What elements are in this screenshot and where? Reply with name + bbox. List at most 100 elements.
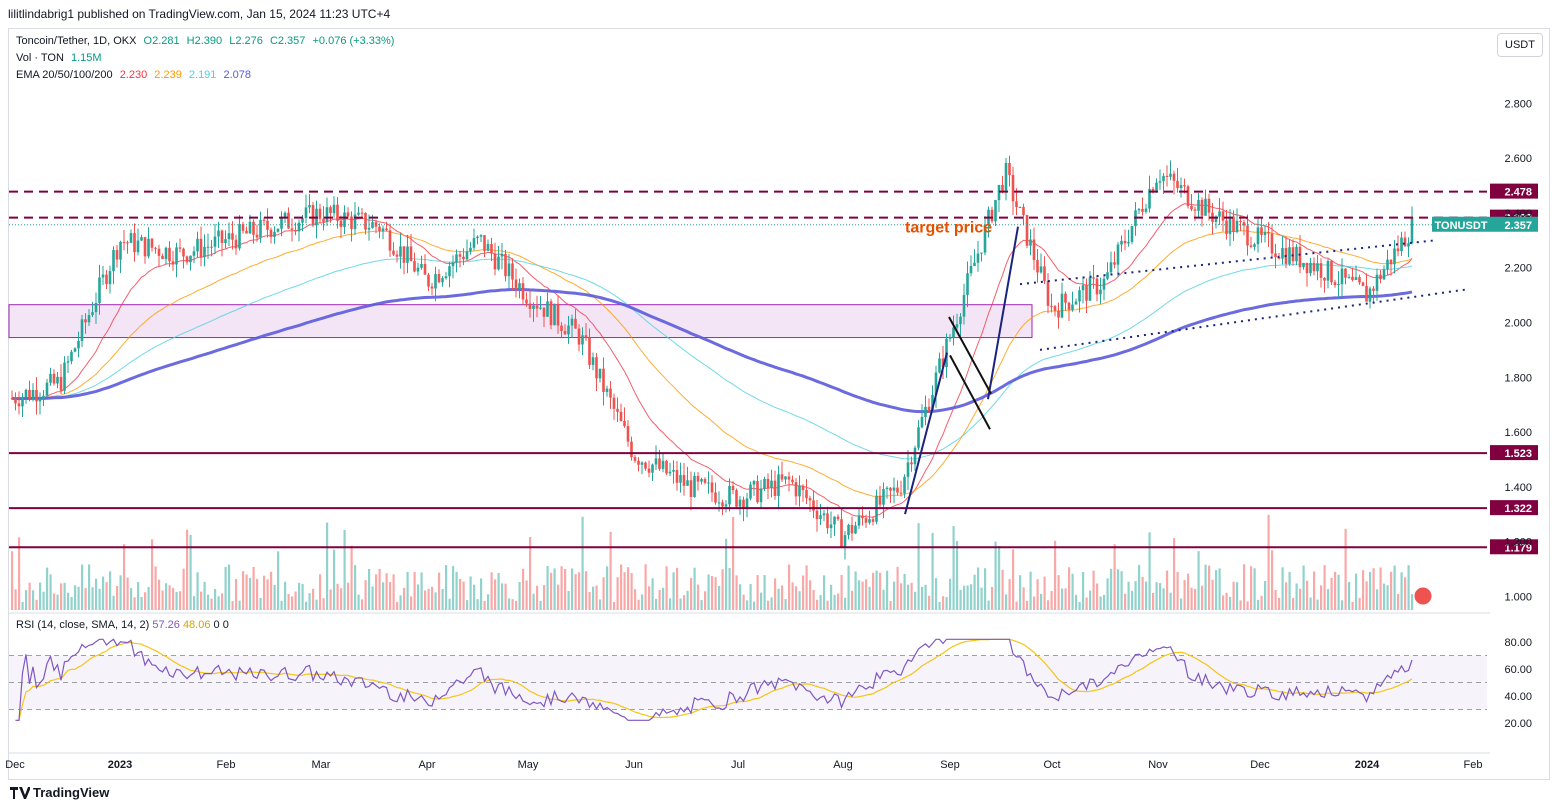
volume-bar xyxy=(1267,514,1270,610)
candle-body xyxy=(374,222,378,227)
candle-body xyxy=(14,398,17,404)
rsi-panel: 80.00 60.00 40.00 20.00 xyxy=(9,637,1532,730)
volume-bar xyxy=(910,582,913,610)
candle-body xyxy=(801,485,805,491)
symbol-name[interactable]: Toncoin/Tether, 1D, OKX xyxy=(16,35,137,47)
volume-bar xyxy=(931,532,934,610)
candle-body xyxy=(1410,217,1414,244)
volume-bar xyxy=(924,584,927,610)
volume-bar xyxy=(1173,538,1176,610)
ema-label[interactable]: EMA 20/50/100/200 xyxy=(16,69,113,81)
candle-body xyxy=(850,525,854,534)
volume-bar xyxy=(1106,578,1109,610)
volume-bar xyxy=(63,582,66,610)
candle-body xyxy=(136,240,140,253)
rsi-extra-1: 0 xyxy=(213,619,220,631)
candle-body xyxy=(899,492,903,494)
candle-body xyxy=(444,276,448,279)
candle-body xyxy=(129,233,133,243)
candle-body xyxy=(917,427,920,448)
volume-bar xyxy=(781,585,784,610)
candle-body xyxy=(829,524,833,529)
volume-bar xyxy=(557,584,560,610)
candle-body xyxy=(794,482,798,497)
candle-body xyxy=(962,294,966,317)
candle-body xyxy=(773,480,777,496)
volume-label[interactable]: Vol · TON xyxy=(16,52,64,64)
candle-body xyxy=(329,207,332,214)
volume-bar xyxy=(200,591,203,610)
y-tick-label: 2.600 xyxy=(1504,153,1532,165)
candle-body xyxy=(28,389,31,400)
volume-bar xyxy=(564,568,567,610)
candle-body xyxy=(479,235,483,237)
volume-bar xyxy=(1050,591,1053,610)
volume-bar xyxy=(354,565,357,610)
volume-bar xyxy=(1211,579,1214,610)
volume-bar xyxy=(420,572,423,610)
candle-body xyxy=(1200,199,1204,216)
volume-bar xyxy=(1285,582,1288,610)
volume-bar xyxy=(490,572,493,610)
volume-bar xyxy=(553,568,556,610)
candle-body xyxy=(959,316,962,325)
candle-body xyxy=(927,406,931,412)
volume-bar xyxy=(186,529,189,610)
candle-body xyxy=(1179,185,1183,189)
volume-bar xyxy=(1001,569,1004,610)
rsi-label[interactable]: RSI (14, close, SMA, 14, 2) xyxy=(16,619,150,631)
volume-bar xyxy=(1029,571,1032,610)
volume-bar xyxy=(721,569,724,610)
volume-bar xyxy=(935,578,938,610)
y-tick-label: 1.400 xyxy=(1504,482,1532,494)
candle-body xyxy=(710,482,714,493)
candle-body xyxy=(1113,262,1116,265)
volume-bar xyxy=(375,574,378,610)
candle-body xyxy=(472,238,476,248)
volume-bar xyxy=(35,599,38,610)
candle-body xyxy=(346,212,350,217)
volume-bar xyxy=(847,565,850,610)
candle-body xyxy=(906,462,910,477)
currency-button[interactable]: USDT xyxy=(1497,33,1543,57)
rsi-legend: RSI (14, close, SMA, 14, 2) 57.26 48.06 … xyxy=(16,619,229,631)
candle-body xyxy=(1060,293,1064,318)
candle-body xyxy=(52,373,56,384)
candle-body xyxy=(1298,246,1302,268)
candle-body xyxy=(423,263,427,275)
candle-body xyxy=(1085,285,1088,301)
volume-bar xyxy=(39,582,42,610)
candle-body xyxy=(269,229,273,237)
candle-body xyxy=(1249,245,1253,247)
volume-bar xyxy=(1127,581,1130,610)
volume-bar xyxy=(469,576,472,610)
candle-body xyxy=(623,420,626,427)
candle-body xyxy=(616,408,619,412)
volume-bar xyxy=(1180,598,1183,610)
x-tick-label: Dec xyxy=(5,759,25,771)
footer-brand[interactable]: TradingView xyxy=(10,785,109,800)
volume-bar xyxy=(1376,589,1379,610)
candle-body xyxy=(728,485,731,505)
volume-bar xyxy=(413,572,416,610)
volume-bar xyxy=(88,564,91,610)
volume-bar xyxy=(952,526,955,610)
volume-bar xyxy=(333,549,336,610)
candle-body xyxy=(224,239,227,244)
candle-body xyxy=(542,307,546,317)
candle-body xyxy=(598,368,602,379)
publisher-info: lilitlindabrig1 published on TradingView… xyxy=(8,7,391,21)
volume-bars xyxy=(11,514,1414,610)
candle-body xyxy=(885,487,889,490)
volume-bar xyxy=(175,591,178,610)
candle-body xyxy=(609,388,612,398)
volume-bar xyxy=(672,572,675,610)
candle-body xyxy=(784,476,787,480)
candle-body xyxy=(1260,227,1263,235)
x-tick-label: 2024 xyxy=(1355,759,1380,771)
candle-body xyxy=(910,462,913,465)
volume-bar xyxy=(840,574,843,610)
x-tick-label: Mar xyxy=(312,759,331,771)
volume-bar xyxy=(627,567,630,610)
